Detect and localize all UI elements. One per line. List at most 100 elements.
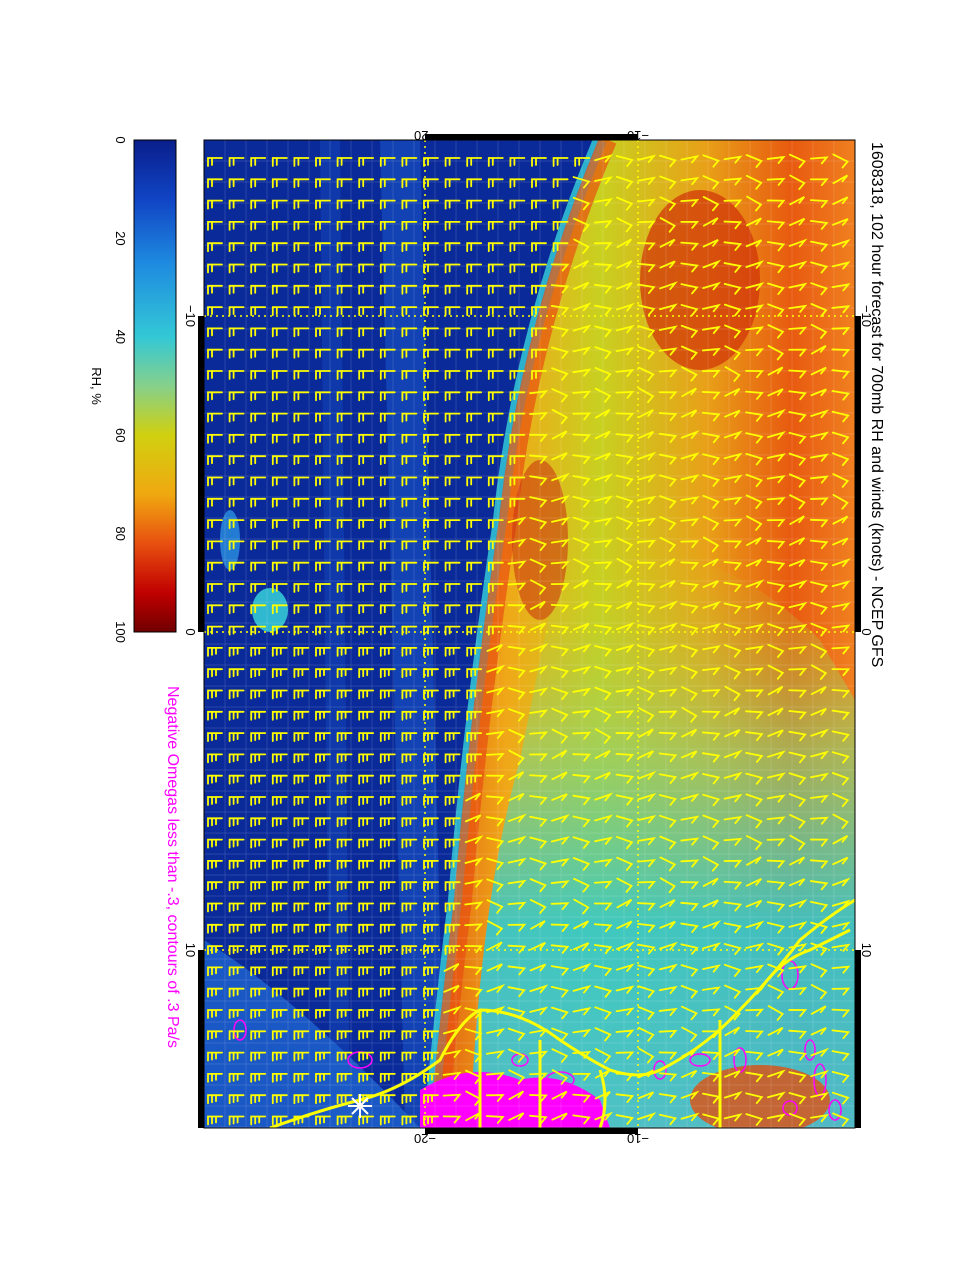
wind-barb xyxy=(680,644,699,658)
wind-barb xyxy=(250,923,267,934)
wind-barb xyxy=(809,497,829,506)
wind-barb xyxy=(466,348,483,359)
wind-barb xyxy=(315,1073,331,1083)
wind-barb xyxy=(379,881,396,892)
wind-barb xyxy=(401,178,418,189)
wind-barb xyxy=(788,645,808,654)
wind-barb xyxy=(702,623,722,632)
wind-barb xyxy=(466,370,483,380)
wind-barb xyxy=(423,306,439,316)
wind-barb xyxy=(745,558,763,567)
wind-barb xyxy=(681,1048,697,1058)
wind-barb xyxy=(701,347,721,356)
wind-barb xyxy=(207,1073,223,1083)
wind-barb xyxy=(207,753,223,764)
wind-barb xyxy=(271,412,288,423)
wind-barb xyxy=(529,709,549,718)
wind-barb xyxy=(551,1112,568,1121)
graticule xyxy=(204,140,855,1128)
wind-barb xyxy=(271,434,288,444)
wind-barb xyxy=(637,473,657,483)
wind-barb xyxy=(486,1006,506,1015)
wind-barb xyxy=(271,348,288,359)
wind-barb xyxy=(293,647,310,657)
wind-barb xyxy=(572,302,592,312)
wind-barb xyxy=(530,920,546,930)
wind-barb xyxy=(293,242,310,253)
omega-contour xyxy=(653,1060,667,1080)
wind-barb xyxy=(442,1115,462,1124)
wind-barb xyxy=(594,430,611,440)
wind-barb xyxy=(680,881,700,890)
wind-barb xyxy=(550,880,570,889)
wind-barb xyxy=(766,177,786,186)
wind-barb xyxy=(658,666,678,675)
wind-barb xyxy=(745,1030,764,1039)
wind-barb xyxy=(379,647,396,657)
wind-barb xyxy=(746,856,762,866)
wind-barb xyxy=(315,497,331,508)
wind-barb xyxy=(723,241,743,251)
wind-barb xyxy=(293,497,310,508)
wind-barb xyxy=(594,665,612,679)
wind-barb xyxy=(207,476,223,487)
wind-barb xyxy=(701,731,721,741)
wind-barb xyxy=(745,751,764,763)
wind-barb xyxy=(271,860,288,870)
wind-barb xyxy=(271,583,288,593)
wind-barb xyxy=(293,1051,310,1062)
wind-barb xyxy=(529,1028,549,1037)
wind-barb xyxy=(680,199,700,207)
wind-barb xyxy=(444,753,461,764)
wind-barb xyxy=(466,263,483,274)
wind-barb xyxy=(315,689,331,700)
wind-barb xyxy=(401,796,418,806)
wind-barb xyxy=(423,860,439,870)
wind-barb xyxy=(572,433,592,443)
wind-barb xyxy=(444,199,461,210)
wind-barb xyxy=(465,1111,481,1122)
wind-barb xyxy=(508,1090,525,1101)
wind-barb xyxy=(810,1069,830,1079)
wind-barb xyxy=(271,774,288,785)
wind-barb xyxy=(702,325,721,335)
wind-barb xyxy=(358,668,375,679)
wind-barb xyxy=(788,1009,808,1017)
wind-barb xyxy=(336,306,353,316)
wind-barb xyxy=(293,221,310,231)
wind-barb xyxy=(637,792,657,802)
wind-barb xyxy=(658,432,678,443)
wind-barb xyxy=(637,1069,654,1079)
colorbar-tick-label: 40 xyxy=(113,330,128,344)
wind-barb xyxy=(832,218,849,226)
wind-barb xyxy=(228,945,245,955)
wind-barb xyxy=(379,923,396,934)
wind-barb xyxy=(315,1051,331,1062)
wind-barb xyxy=(485,1050,505,1059)
wind-barb xyxy=(789,515,805,525)
wind-barb xyxy=(444,540,461,551)
wind-barb xyxy=(271,178,288,189)
wind-barb xyxy=(637,985,656,999)
wind-barb xyxy=(509,306,526,316)
wind-barb xyxy=(466,306,483,316)
wind-barb xyxy=(767,729,784,738)
wind-barb xyxy=(551,367,569,381)
wind-barb xyxy=(723,963,742,977)
wind-barb xyxy=(637,665,656,679)
wind-barb xyxy=(358,178,375,189)
wind-barb xyxy=(423,519,439,529)
wind-barb xyxy=(508,728,526,744)
wind-barb xyxy=(207,263,223,274)
wind-barb xyxy=(336,817,353,828)
wind-barb xyxy=(379,1115,396,1126)
wind-barb xyxy=(358,583,375,593)
wind-barb xyxy=(423,710,439,721)
wind-barb xyxy=(250,966,267,977)
wind-barb xyxy=(466,476,483,487)
wind-barb xyxy=(572,665,592,675)
wind-barb xyxy=(810,1027,827,1036)
wind-barb xyxy=(552,157,569,167)
wind-barb xyxy=(638,1047,655,1064)
